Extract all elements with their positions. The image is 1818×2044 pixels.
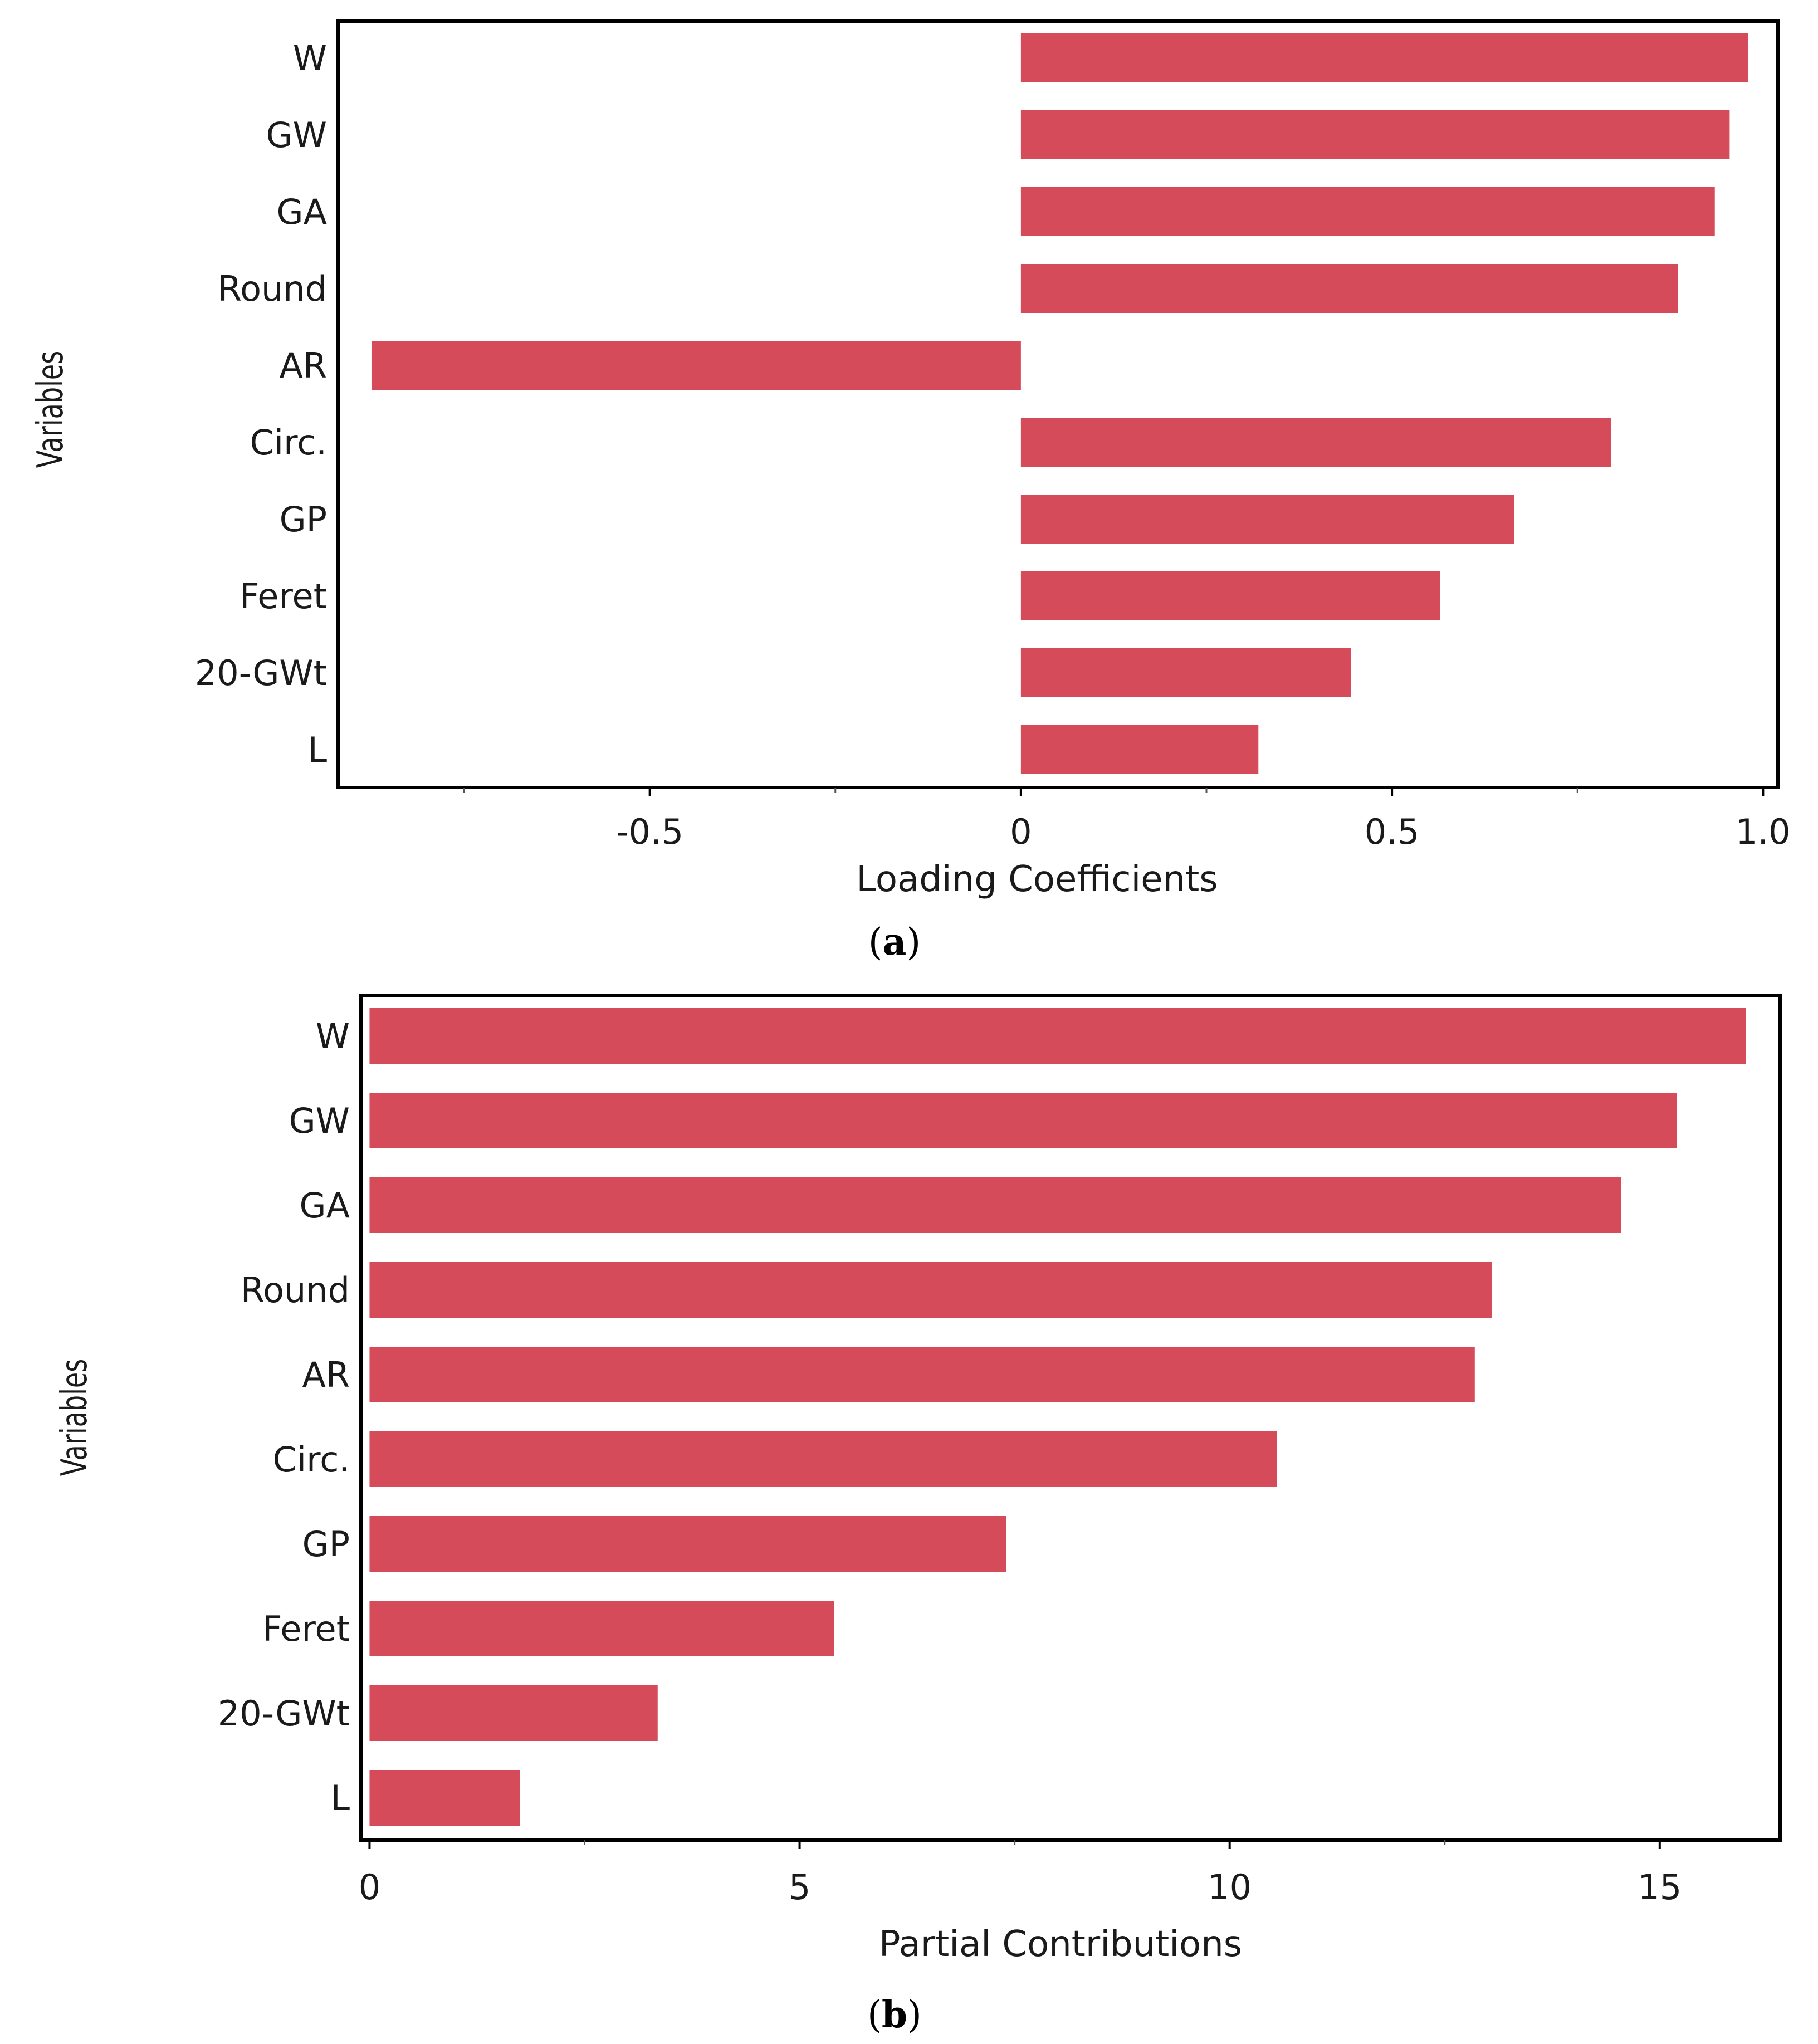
chart-b-variable-label: GA: [300, 1185, 350, 1226]
chart-a-caption-letter: a: [883, 920, 907, 964]
chart-a-bars: [371, 33, 1748, 774]
chart-b-x-tick-label: 5: [789, 1867, 810, 1908]
chart-b-bar-ga: [369, 1177, 1621, 1233]
chart-b-bar-gp: [369, 1516, 1006, 1572]
chart-b-bar-w: [369, 1008, 1746, 1064]
chart-b-variable-label: L: [330, 1778, 350, 1818]
chart-b-variable-label: 20-GWt: [218, 1693, 350, 1734]
chart-b-x-ticks: 0 5 10 15: [359, 1840, 1682, 1908]
chart-b-caption: (b): [867, 1993, 922, 2036]
chart-a-bar-l: [1020, 725, 1259, 774]
chart-b-variable-label: W: [316, 1016, 350, 1057]
chart-b-bar-gw: [369, 1093, 1677, 1148]
chart-a-y-axis-title: Variables: [30, 351, 71, 468]
chart-b-x-tick-label: 15: [1638, 1867, 1682, 1908]
chart-b-variable-label: Feret: [262, 1608, 350, 1649]
chart-a-variable-label: W: [293, 38, 327, 79]
chart-a-variable-label: 20-GWt: [195, 653, 327, 693]
chart-b-bar-ar: [369, 1347, 1475, 1402]
chart-a-bar-round: [1020, 264, 1678, 313]
chart-b-x-axis-title: Partial Contributions: [879, 1924, 1242, 1965]
chart-b-bar-feret: [369, 1601, 834, 1656]
chart-b-variable-label: Circ.: [273, 1439, 350, 1480]
chart-a-bar-gp: [1020, 495, 1514, 544]
chart-a-variable-label: Circ.: [250, 422, 327, 463]
chart-b-bar-round: [369, 1262, 1492, 1318]
chart-a-variable-label: Round: [218, 268, 327, 309]
chart-a-x-tick-label: -0.5: [616, 811, 683, 852]
chart-b-bar-circ: [369, 1431, 1277, 1487]
chart-b-caption-letter: b: [882, 1993, 907, 2036]
chart-a-bar-20gwt: [1020, 648, 1351, 697]
chart-b-bars: [369, 1008, 1746, 1826]
chart-b-frame: [359, 994, 1782, 1842]
chart-a-bar-ar: [371, 341, 1021, 390]
chart-b-variable-label: AR: [302, 1354, 350, 1395]
chart-b-y-axis-title: Variables: [53, 1359, 95, 1476]
chart-b-x-tick-label: 10: [1208, 1867, 1252, 1908]
chart-a-frame: [336, 19, 1780, 789]
chart-a-x-tick-label: 1.0: [1736, 811, 1791, 852]
chart-a-variable-label: Feret: [240, 576, 327, 617]
chart-a-variable-labels: W GW GA Round AR Circ. GP Feret 20-GWt L: [195, 38, 328, 770]
chart-b-x-tick-label: 0: [359, 1867, 380, 1908]
chart-a-bar-feret: [1020, 571, 1440, 620]
chart-b-bar-20gwt: [369, 1685, 658, 1741]
chart-a-x-axis-title: Loading Coefficients: [856, 859, 1218, 900]
chart-b-variable-label: Round: [241, 1270, 350, 1310]
chart-a-variable-label: GA: [277, 192, 327, 232]
chart-b-bar-l: [369, 1770, 520, 1826]
chart-a-x-ticks: -0.5 0 0.5 1.0: [463, 788, 1791, 852]
chart-a-caption: (a): [868, 920, 921, 964]
chart-a: W GW GA Round AR Circ. GP Feret 20-GWt L -0.5 0 0.5…: [30, 19, 1791, 964]
chart-b: W GW GA Round AR Circ. GP Feret 20-GWt L 0 5 10 15 V…: [53, 994, 1782, 2036]
chart-a-variable-label: AR: [280, 345, 328, 386]
chart-a-variable-label: L: [307, 730, 327, 770]
chart-b-variable-label: GW: [289, 1101, 350, 1141]
chart-a-x-tick-label: 0.5: [1365, 811, 1420, 852]
chart-a-variable-label: GP: [280, 499, 327, 540]
chart-a-variable-label: GW: [266, 115, 327, 155]
chart-a-bar-ga: [1020, 187, 1715, 236]
chart-a-bar-w: [1020, 33, 1748, 82]
chart-a-bar-gw: [1020, 110, 1730, 159]
chart-b-variable-labels: W GW GA Round AR Circ. GP Feret 20-GWt L: [218, 1016, 350, 1818]
chart-a-x-tick-label: 0: [1010, 811, 1032, 852]
chart-a-bar-circ: [1020, 418, 1611, 467]
chart-b-variable-label: GP: [302, 1524, 350, 1564]
